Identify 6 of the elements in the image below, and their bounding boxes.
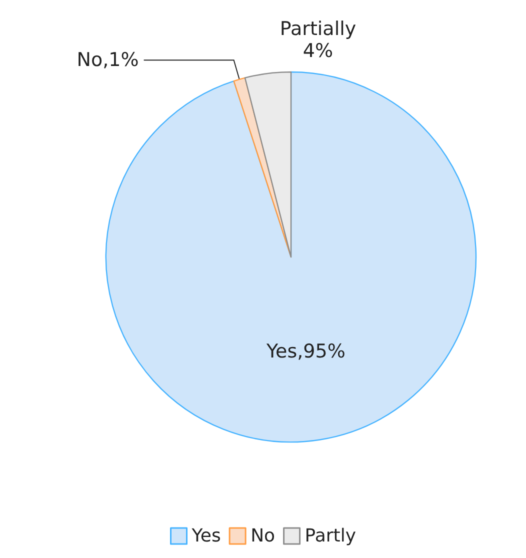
data-label: Yes,95% — [265, 340, 346, 362]
data-label: No,1% — [76, 49, 139, 72]
data-label: Partially 4% — [280, 18, 356, 62]
legend-label: Partly — [304, 526, 356, 546]
legend-label: Yes — [190, 526, 221, 546]
legend-label: No — [250, 526, 276, 546]
